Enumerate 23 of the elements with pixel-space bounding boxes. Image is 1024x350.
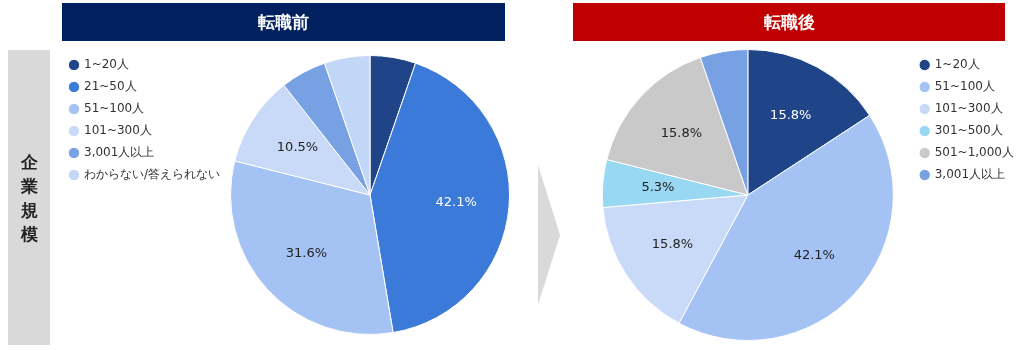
legend-label: 101~300人 bbox=[84, 123, 152, 138]
legend-label: 51~100人 bbox=[84, 101, 145, 116]
data-label: 15.8% bbox=[651, 235, 694, 251]
data-label: 31.6% bbox=[285, 245, 328, 261]
legend-label: 1~20人 bbox=[84, 57, 129, 72]
legend-label: 3,001人以上 bbox=[934, 167, 1006, 182]
data-label: 42.1% bbox=[435, 193, 477, 209]
legend-label: 101~300人 bbox=[934, 101, 1003, 116]
data-label: 15.8% bbox=[660, 125, 703, 141]
legend-label: 501~1,000人 bbox=[934, 145, 1014, 160]
data-label: 10.5% bbox=[276, 139, 319, 155]
legend-label: 1~20人 bbox=[934, 57, 980, 72]
legend-label: 3,001人以上 bbox=[84, 145, 155, 160]
data-label: 15.8% bbox=[770, 107, 812, 123]
legend-label: 51~100人 bbox=[934, 79, 995, 94]
data-label: 42.1% bbox=[793, 247, 835, 263]
chart-title: 転職後 bbox=[573, 3, 1005, 41]
legend-label: 301~500人 bbox=[934, 123, 1003, 138]
legend-label: わからない/答えられない bbox=[84, 167, 221, 182]
data-label: 5.3% bbox=[641, 179, 675, 195]
chart-title: 転職前 bbox=[62, 3, 505, 41]
text: 企業規模 bbox=[20, 150, 38, 246]
legend-label: 21~50人 bbox=[84, 79, 137, 94]
